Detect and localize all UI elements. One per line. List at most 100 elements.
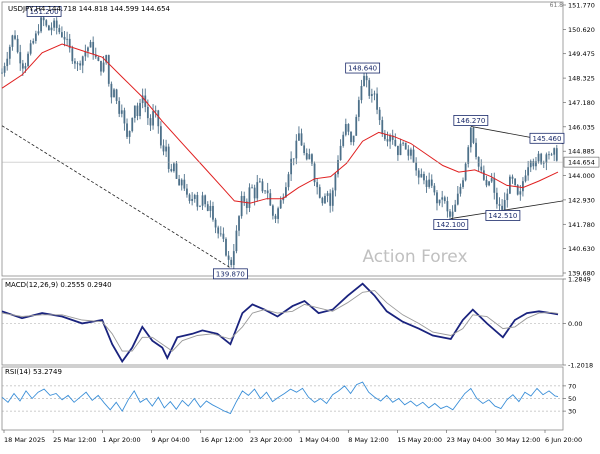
candle-body — [527, 167, 530, 176]
price-label-box — [453, 115, 489, 126]
candle-body — [292, 158, 295, 160]
candle-body — [485, 179, 488, 186]
candle-body — [258, 181, 261, 183]
candle-body — [482, 170, 485, 180]
candle-body — [227, 255, 230, 260]
candle-body — [37, 31, 40, 34]
candle-body — [298, 133, 300, 141]
candle-body — [180, 179, 183, 186]
candle-body — [456, 193, 459, 205]
macd-y-tick-label: 1.2849 — [568, 276, 591, 284]
main-y-tick-label: 148.325 — [568, 75, 595, 83]
candle-body — [449, 211, 451, 217]
candle-body — [128, 131, 131, 137]
candle-body — [443, 197, 446, 202]
candle-body — [170, 168, 173, 172]
candle-body — [311, 154, 313, 164]
candle-body — [19, 52, 22, 64]
candle-body — [300, 133, 303, 146]
candle-body — [113, 89, 115, 98]
candle-body — [313, 163, 316, 183]
candle-body — [542, 162, 545, 164]
candle-body — [519, 191, 522, 195]
candle-body — [509, 176, 511, 194]
price-label: 142.510 — [488, 212, 517, 220]
candle-body — [308, 154, 311, 160]
candle-body — [47, 25, 50, 31]
candle-body — [350, 131, 352, 143]
macd-signal-line — [1, 290, 559, 352]
candle-body — [397, 145, 399, 156]
candle-body — [550, 154, 553, 156]
candle-body — [16, 38, 19, 53]
candle-body — [14, 35, 16, 39]
candle-body — [92, 41, 95, 55]
candle-body — [11, 35, 14, 47]
candle-body — [81, 56, 84, 66]
candle-body — [363, 75, 365, 86]
price-label: 142.100 — [436, 221, 465, 229]
candle-body — [501, 205, 503, 210]
candle-body — [347, 124, 350, 132]
candle-body — [243, 195, 246, 202]
candle-body — [102, 62, 105, 72]
candle-body — [417, 170, 420, 178]
candle-body — [193, 195, 196, 199]
candle-body — [84, 51, 87, 57]
x-tick-label: 16 Apr 12:00 — [201, 436, 243, 444]
candle-body — [511, 176, 514, 179]
candle-body — [389, 135, 391, 142]
candle-body — [45, 20, 48, 26]
candle-body — [407, 149, 410, 156]
candle-body — [105, 55, 108, 63]
candle-body — [469, 127, 472, 148]
price-label-box — [26, 6, 62, 17]
price-label: 151.200 — [30, 8, 59, 16]
candle-body — [191, 198, 194, 201]
candle-body — [394, 139, 397, 146]
candle-body — [66, 38, 69, 40]
candle-body — [201, 195, 204, 206]
x-tick-label: 23 Apr 20:00 — [250, 436, 292, 444]
candle-body — [331, 190, 334, 206]
macd-header: MACD(12,26,9) 0.2555 0.2940 — [5, 281, 112, 289]
candle-body — [235, 230, 238, 252]
candle-body — [495, 192, 498, 205]
main-y-tick-label: 140.630 — [568, 245, 595, 253]
candle-body — [490, 178, 493, 182]
candle-body — [219, 233, 222, 235]
candle-body — [63, 36, 66, 40]
candle-body — [94, 54, 97, 58]
candle-body — [40, 17, 42, 32]
candle-body — [540, 153, 543, 164]
candle-body — [303, 145, 306, 154]
candle-body — [404, 142, 407, 150]
candle-body — [318, 187, 321, 198]
candle-body — [32, 40, 35, 44]
candle-body — [6, 58, 9, 67]
candle-body — [430, 179, 433, 186]
price-label: 146.270 — [456, 117, 485, 125]
price-label: 145.460 — [532, 135, 561, 143]
candle-body — [261, 181, 264, 192]
candle-body — [76, 63, 79, 65]
candle-body — [545, 154, 548, 163]
candle-body — [165, 146, 167, 152]
candle-body — [555, 148, 558, 161]
candle-body — [295, 140, 298, 159]
candle-body — [524, 175, 527, 182]
candle-body — [131, 117, 134, 132]
rsi-y-tick-label: 30 — [568, 408, 576, 416]
candle-body — [154, 110, 157, 112]
main-y-tick-label: 142.930 — [568, 196, 595, 204]
x-tick-label: 1 Apr 20:00 — [102, 436, 140, 444]
candle-body — [53, 20, 55, 28]
macd-pane-frame — [1, 278, 564, 366]
candle-body — [462, 180, 464, 187]
candle-body — [290, 158, 293, 175]
candle-body — [149, 118, 152, 126]
candle-body — [454, 204, 457, 212]
candle-body — [123, 110, 126, 124]
candle-body — [209, 205, 212, 211]
